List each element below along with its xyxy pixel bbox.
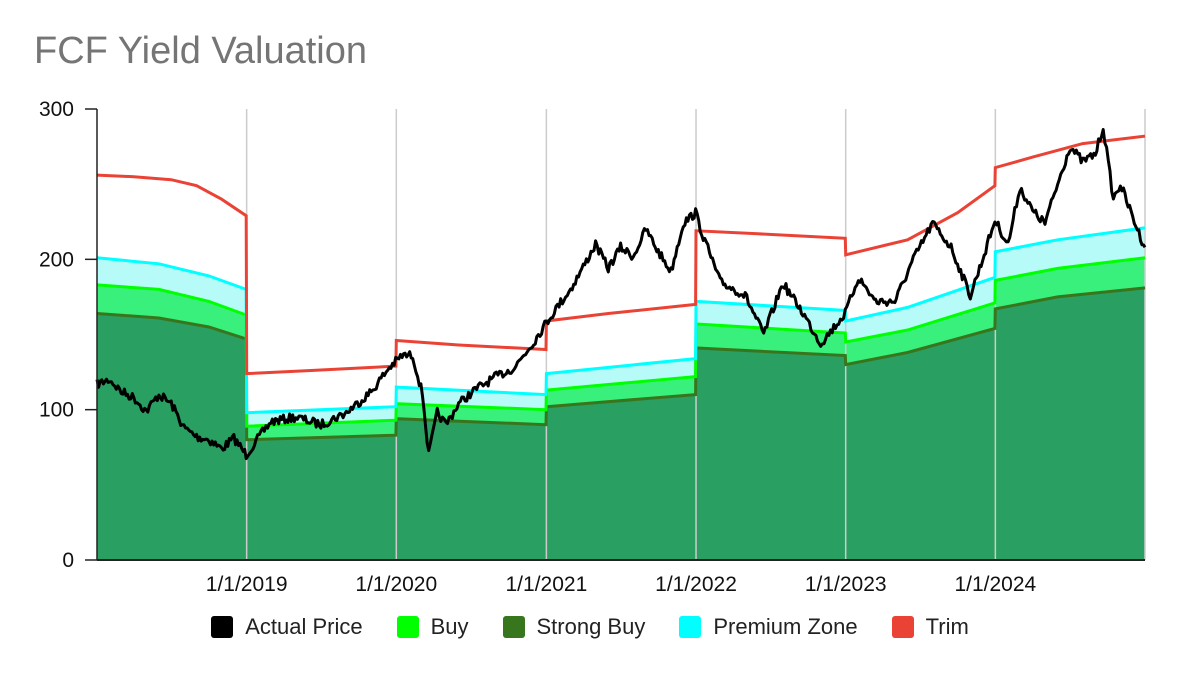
legend-item-strong-buy: Strong Buy <box>502 614 646 640</box>
x-tick-label: 1/1/2020 <box>355 573 437 596</box>
legend: Actual Price Buy Strong Buy Premium Zone… <box>0 614 1180 640</box>
legend-swatch-strong-buy <box>502 616 525 638</box>
buy-area <box>97 257 1145 440</box>
x-tick-label: 1/1/2023 <box>805 573 887 596</box>
y-tick-label: 100 <box>39 399 74 422</box>
buy-line <box>96 256 1146 428</box>
area-layer <box>97 227 1145 560</box>
y-tick-label: 0 <box>62 549 74 572</box>
y-tick-label: 300 <box>39 98 74 121</box>
premium-zone-line <box>96 226 1146 415</box>
legend-label-trim: Trim <box>925 614 969 639</box>
tick-labels: 1/1/2019 1/1/2020 1/1/2021 1/1/2022 1/1/2023… <box>39 98 1037 596</box>
legend-swatch-trim <box>891 616 914 638</box>
legend-label-strong-buy: Strong Buy <box>536 614 646 639</box>
x-tick-label: 1/1/2024 <box>954 573 1036 596</box>
legend-label-actual-price: Actual Price <box>245 614 363 639</box>
axes <box>85 108 1145 561</box>
legend-item-trim: Trim <box>891 614 969 640</box>
legend-item-premium-zone: Premium Zone <box>679 614 858 640</box>
x-tick-label: 1/1/2021 <box>506 573 588 596</box>
strong-buy-area <box>97 287 1145 560</box>
chart-title: FCF Yield Valuation <box>34 30 368 72</box>
actual-price-line <box>95 128 1147 461</box>
legend-swatch-actual-price <box>211 616 234 638</box>
trim-line <box>96 134 1146 376</box>
legend-swatch-buy <box>396 616 419 638</box>
x-tick-label: 1/1/2019 <box>206 573 288 596</box>
legend-item-actual-price: Actual Price <box>211 614 363 640</box>
legend-item-buy: Buy <box>396 614 469 640</box>
premium-zone-area <box>97 227 1145 427</box>
strong-buy-line <box>96 286 1146 442</box>
x-tick-label: 1/1/2022 <box>655 573 737 596</box>
legend-swatch-premium-zone <box>679 616 702 638</box>
y-tick-label: 200 <box>39 248 74 271</box>
legend-label-premium-zone: Premium Zone <box>713 614 858 639</box>
series-lines <box>95 128 1147 461</box>
legend-label-buy: Buy <box>430 614 469 639</box>
